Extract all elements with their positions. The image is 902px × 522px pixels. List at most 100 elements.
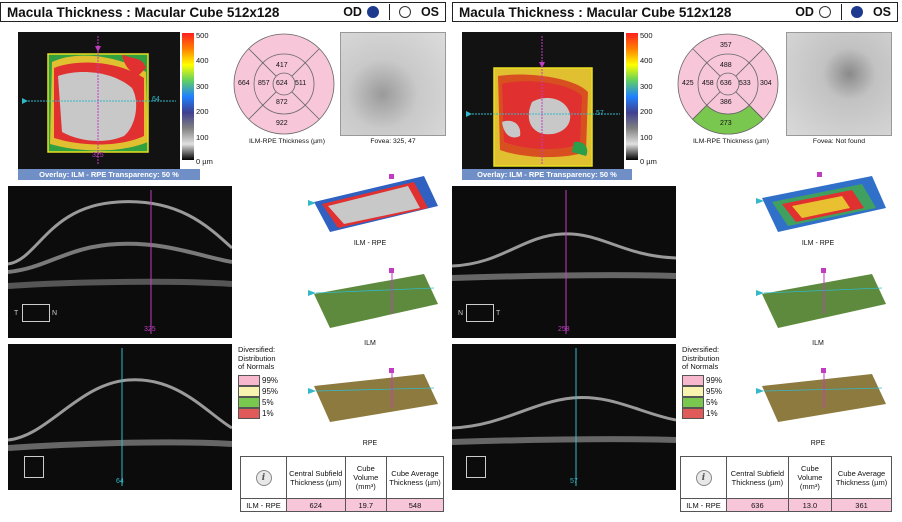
report-header-od: Macula Thickness : Macular Cube 512x128 … [0, 2, 446, 22]
avg-value: 548 [386, 498, 444, 512]
scale-100: 100 [196, 133, 209, 142]
info-icon[interactable]: i [255, 469, 272, 486]
os-radio[interactable] [850, 6, 863, 18]
etdrs-outer-inf: 922 [276, 120, 288, 127]
etdrs-outer-tem: 425 [682, 80, 694, 87]
legend-99: 99% [682, 374, 722, 386]
normals-legend: Diversified: Distribution of Normals 99%… [238, 345, 278, 419]
avg-value: 361 [831, 498, 892, 512]
overlay-label[interactable]: Overlay: ILM - RPE Transparency: 50 % [462, 169, 632, 180]
orientation-box [466, 304, 494, 322]
od-label: OD [795, 5, 814, 19]
etdrs-inner-nas: 533 [739, 80, 751, 87]
os-panel: Macula Thickness : Macular Cube 512x128 … [452, 0, 898, 522]
fundus-image [786, 32, 892, 136]
results-table: i Central Subfield Thickness (µm) Cube V… [680, 456, 892, 512]
map-h-index: 64 [152, 96, 160, 103]
scale-300: 300 [640, 82, 653, 91]
color-scale-bar [182, 33, 194, 160]
csf-value: 636 [726, 498, 789, 512]
normals-legend: Diversified: Distribution of Normals 99%… [682, 345, 722, 419]
fovea-caption: Fovea: Not found [812, 138, 866, 145]
orientation-box [22, 304, 50, 322]
bscan-horizontal[interactable]: N T 258 [452, 186, 676, 338]
surf2-caption: ILM [812, 340, 824, 347]
surf3-caption: RPE [810, 440, 826, 447]
surface-ilm[interactable] [752, 268, 890, 330]
thickness-map[interactable]: 64 325 [18, 32, 180, 169]
surf1-caption: ILM - RPE [801, 240, 835, 247]
surface-ilm-rpe[interactable] [752, 172, 890, 234]
etdrs-inner-tem: 857 [258, 80, 270, 87]
od-radio[interactable] [366, 6, 379, 18]
bscan1-number: 258 [558, 326, 570, 333]
thickness-map[interactable]: 57 [462, 32, 624, 169]
legend-1: 1% [238, 407, 278, 419]
etdrs-inner-inf: 872 [276, 99, 288, 106]
od-radio[interactable] [818, 6, 831, 18]
report-title: Macula Thickness : Macular Cube 512x128 [459, 4, 732, 20]
bscan2-number: 57 [570, 478, 578, 485]
bscan1-number: 325 [144, 326, 156, 333]
etdrs-inner-tem: 458 [702, 80, 714, 87]
legend-95: 95% [682, 385, 722, 397]
etdrs-grid: 624 417 872 857 511 922 664 [232, 32, 336, 136]
etdrs-inner-inf: 386 [720, 99, 732, 106]
col-csf: Central Subfield Thickness (µm) [286, 456, 346, 499]
orient-t: T [14, 310, 19, 317]
map-h-index: 57 [596, 110, 604, 117]
legend-title-2: Distribution [238, 353, 276, 363]
bscan-vertical[interactable]: 64 [8, 344, 232, 490]
map-v-index: 325 [92, 152, 104, 159]
surface-rpe[interactable] [304, 368, 442, 430]
color-scale-bar [626, 33, 638, 160]
etdrs-grid: 636 488 386 458 533 357 273 425 304 [676, 32, 780, 136]
scale-0: 0 µm [640, 157, 657, 166]
od-panel: Macula Thickness : Macular Cube 512x128 … [0, 0, 446, 522]
report-title: Macula Thickness : Macular Cube 512x128 [7, 4, 280, 20]
etdrs-outer-sup: 357 [720, 42, 732, 49]
surface-rpe[interactable] [752, 368, 890, 430]
legend-title-1: Diversified: [238, 345, 276, 354]
etdrs-center: 636 [720, 80, 732, 87]
scale-500: 500 [640, 31, 653, 40]
info-icon[interactable]: i [695, 469, 712, 486]
od-label: OD [343, 5, 362, 19]
report-header-os: Macula Thickness : Macular Cube 512x128 … [452, 2, 898, 22]
etdrs-inner-nas: 511 [295, 80, 307, 87]
fundus-image [340, 32, 446, 136]
bscan-vertical[interactable]: 57 [452, 344, 676, 490]
legend-1: 1% [682, 407, 722, 419]
etdrs-inner-sup: 417 [276, 62, 288, 69]
orientation-box-vertical [466, 456, 486, 478]
orient-t: T [496, 310, 501, 317]
legend-title-3: of Normals [238, 362, 275, 371]
col-volume: Cube Volume (mm³) [787, 456, 833, 499]
legend-title-1: Diversified: [682, 345, 720, 354]
bscan-horizontal[interactable]: T N 325 [8, 186, 232, 338]
os-radio[interactable] [398, 6, 411, 18]
legend-title-3: of Normals [682, 362, 719, 371]
legend-95: 95% [238, 385, 278, 397]
scale-400: 400 [196, 56, 209, 65]
scale-400: 400 [640, 56, 653, 65]
col-avg: Cube Average Thickness (µm) [831, 456, 892, 499]
row-label: ILM - RPE [240, 498, 287, 512]
volume-value: 13.0 [787, 498, 833, 512]
surface-ilm-rpe[interactable] [304, 172, 442, 234]
bscan2-number: 64 [116, 478, 124, 485]
orient-n: N [458, 310, 464, 317]
volume-value: 19.7 [344, 498, 388, 512]
col-csf: Central Subfield Thickness (µm) [726, 456, 789, 499]
scale-500: 500 [196, 31, 209, 40]
etdrs-caption: ILM-RPE Thickness (µm) [249, 138, 325, 145]
surface-ilm[interactable] [304, 268, 442, 330]
results-table: i Central Subfield Thickness (µm) Cube V… [240, 456, 444, 512]
surf1-caption: ILM - RPE [353, 240, 387, 247]
scale-300: 300 [196, 82, 209, 91]
os-label: OS [872, 5, 891, 19]
orientation-box-vertical [24, 456, 44, 478]
overlay-label[interactable]: Overlay: ILM - RPE Transparency: 50 % [18, 169, 200, 180]
thickness-map-image [18, 32, 180, 169]
etdrs-outer-tem: 664 [238, 80, 250, 87]
